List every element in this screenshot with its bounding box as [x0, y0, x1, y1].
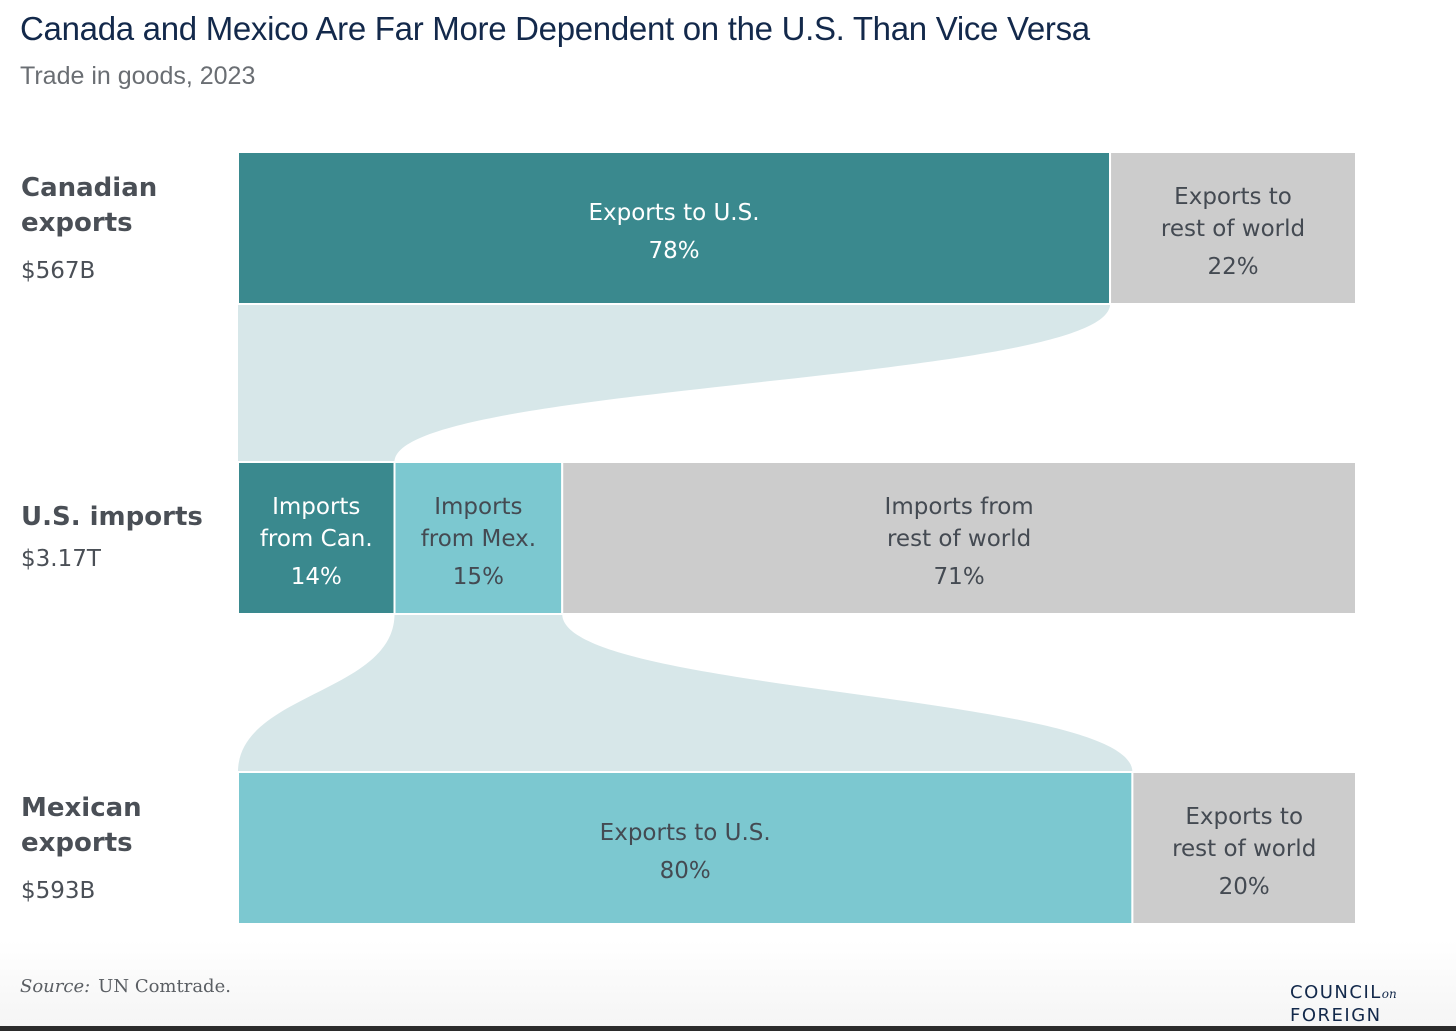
- chart-subtitle: Trade in goods, 2023: [20, 62, 256, 90]
- row-label-line: exports: [21, 208, 133, 238]
- segment-label: Imports: [272, 494, 360, 520]
- cfr-logo: COUNCILon FOREIGN: [1290, 982, 1397, 1027]
- source-label: Source:: [20, 976, 91, 997]
- segment-value-label: 71%: [934, 564, 985, 590]
- segment-value-label: 20%: [1219, 874, 1270, 900]
- segment-value-label: 80%: [660, 858, 711, 884]
- source-text: UN Comtrade.: [98, 976, 231, 997]
- row-label-us-imports: U.S. imports: [21, 500, 203, 535]
- logo-word-on: on: [1381, 987, 1397, 1001]
- bar-segment: [393, 461, 564, 615]
- row-label-line: U.S. imports: [21, 502, 203, 532]
- row-label-line: exports: [21, 828, 133, 858]
- segment-label: rest of world: [1172, 836, 1316, 862]
- logo-word-foreign: FOREIGN: [1290, 1005, 1382, 1026]
- segment-value-label: 22%: [1207, 254, 1258, 280]
- chart-title: Canada and Mexico Are Far More Dependent…: [20, 10, 1090, 47]
- segment-label: rest of world: [887, 526, 1031, 552]
- segment-value-label: 78%: [648, 238, 699, 264]
- segment-label: rest of world: [1161, 216, 1305, 242]
- footer-divider: [0, 1026, 1456, 1031]
- row-label-line: Canadian: [21, 173, 158, 203]
- segment-label: Exports to U.S.: [600, 820, 771, 846]
- segment-label: Imports: [434, 494, 522, 520]
- row-total-mexican-exports: $593B: [21, 878, 96, 904]
- bar-segment: [237, 151, 1112, 305]
- stacked-bar-chart: Exports to U.S. 78% Exports to rest of worl…: [237, 151, 1358, 925]
- logo-word-council: COUNCIL: [1290, 982, 1382, 1003]
- row-label-line: Mexican: [21, 793, 142, 823]
- segment-label: Exports to: [1185, 804, 1303, 830]
- row-label-mexican-exports: Mexican exports: [21, 791, 142, 861]
- flow-band-2: [238, 614, 1133, 772]
- bar-segment: [1131, 771, 1358, 925]
- segment-label: Imports from: [885, 494, 1034, 520]
- bar-segment: [561, 461, 1357, 615]
- flow-band-1: [238, 304, 1111, 462]
- segment-value-label: 15%: [453, 564, 504, 590]
- bar-segment: [1109, 151, 1358, 305]
- footer-band: [0, 940, 1456, 1031]
- segment-label: from Mex.: [421, 526, 536, 552]
- segment-label: from Can.: [260, 526, 373, 552]
- row-total-us-imports: $3.17T: [21, 546, 101, 572]
- bar-segment: [237, 771, 1134, 925]
- row-label-canadian-exports: Canadian exports: [21, 171, 157, 241]
- source-note: Source: UN Comtrade.: [20, 976, 231, 997]
- segment-label: Exports to U.S.: [588, 200, 759, 226]
- segment-value-label: 14%: [291, 564, 342, 590]
- segment-label: Exports to: [1174, 184, 1292, 210]
- row-total-canadian-exports: $567B: [21, 258, 96, 284]
